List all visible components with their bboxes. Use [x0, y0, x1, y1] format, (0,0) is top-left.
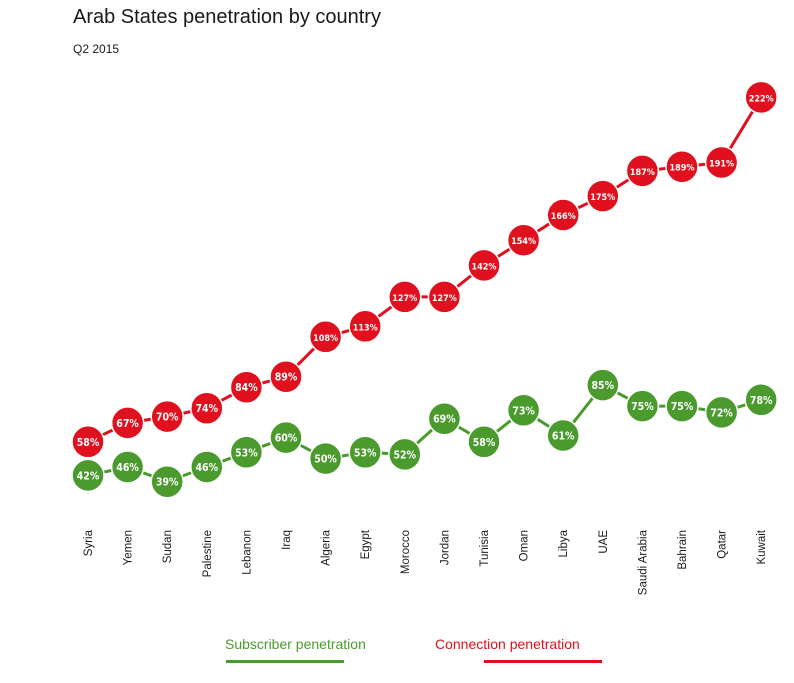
connection-point	[744, 80, 778, 115]
connection-data-label: 222%	[749, 94, 774, 104]
subscriber-data-label: 50%	[314, 454, 337, 466]
subscriber-data-label: 72%	[710, 407, 733, 419]
x-tick-label: Qatar	[717, 530, 729, 559]
subscriber-data-label: 60%	[275, 433, 298, 445]
subscriber-point	[110, 450, 145, 484]
connection-point	[704, 145, 739, 180]
subscriber-data-label: 39%	[156, 477, 179, 489]
subscriber-data-label: 46%	[195, 462, 218, 474]
connection-point	[348, 309, 382, 344]
subscriber-point	[744, 383, 778, 417]
subscriber-point	[546, 418, 580, 453]
subscriber-series-line	[87, 383, 762, 484]
subscriber-data-label: 52%	[393, 449, 416, 461]
x-tick-label: Jordan	[439, 530, 451, 565]
connection-point	[625, 154, 660, 188]
x-tick-label: Saudi Arabia	[637, 529, 649, 595]
subscriber-data-label: 46%	[116, 462, 139, 474]
connection-data-label: 113%	[353, 323, 378, 333]
legend-connection: Connection penetration	[435, 636, 580, 652]
x-tick-label: Tunisia	[479, 529, 491, 566]
connection-point	[388, 280, 422, 314]
connection-point	[229, 370, 264, 404]
connection-data-label: 67%	[116, 418, 139, 430]
connection-point	[71, 425, 105, 459]
x-tick-label: Egypt	[360, 529, 372, 559]
subscriber-point	[190, 450, 224, 484]
subscriber-data-label: 58%	[473, 437, 496, 449]
connection-data-label: 127%	[392, 294, 417, 304]
connection-data-label: 187%	[630, 168, 655, 178]
x-tick-label: Morocco	[400, 530, 412, 574]
connection-data-label: 142%	[471, 262, 496, 272]
x-tick-label: Kuwait	[756, 529, 768, 564]
connection-point	[665, 149, 699, 184]
x-tick-label: Algeria	[321, 529, 333, 565]
x-tick-label: UAE	[598, 530, 610, 554]
chart-title: Arab States penetration by country	[73, 6, 381, 28]
subscriber-point	[427, 401, 462, 436]
subscriber-point	[704, 395, 739, 430]
subscriber-point	[665, 389, 699, 423]
connection-data-label: 154%	[511, 237, 536, 247]
connection-data-label: 191%	[709, 160, 734, 170]
subscriber-point	[150, 464, 184, 499]
x-tick-label: Lebanon	[241, 530, 253, 575]
subscriber-point	[229, 435, 264, 470]
connection-point	[467, 248, 501, 283]
connection-point	[190, 391, 224, 425]
connection-point	[506, 223, 541, 257]
connection-data-label: 58%	[77, 437, 100, 449]
connection-data-label: 108%	[313, 334, 338, 344]
connection-data-label: 189%	[669, 164, 694, 174]
connection-point	[150, 399, 184, 434]
legend-subscriber: Subscriber penetration	[225, 636, 366, 652]
connection-data-label: 70%	[156, 412, 179, 424]
connection-data-label: 84%	[235, 382, 258, 394]
subscriber-data-label: 61%	[552, 431, 575, 443]
subscriber-point	[467, 425, 501, 459]
subscriber-data-label: 53%	[235, 447, 258, 459]
subscriber-point	[269, 420, 303, 455]
subscriber-point	[71, 458, 105, 493]
connection-point	[427, 280, 462, 314]
x-tick-label: Syria	[83, 529, 95, 556]
x-tick-label: Bahrain	[677, 530, 689, 570]
subscriber-data-label: 73%	[512, 405, 535, 417]
x-tick-label: Libya	[558, 529, 570, 557]
subscriber-point	[388, 437, 422, 472]
x-tick-label: Sudan	[162, 530, 174, 563]
connection-data-label: 74%	[195, 403, 218, 415]
subscriber-data-label: 75%	[631, 401, 654, 413]
subscriber-data-label: 69%	[433, 414, 456, 426]
chart-subtitle: Q2 2015	[73, 42, 120, 56]
subscriber-point	[308, 441, 343, 476]
connection-point	[308, 320, 343, 354]
connection-data-label: 175%	[590, 193, 615, 203]
legend-connection-line	[484, 660, 602, 663]
subscriber-point	[625, 389, 660, 423]
x-tick-label: Palestine	[202, 530, 214, 577]
subscriber-point	[506, 393, 541, 428]
x-tick-label: Yemen	[123, 530, 135, 565]
connection-series-line	[87, 96, 763, 444]
legend-subscriber-line	[226, 660, 344, 663]
subscriber-data-label: 75%	[671, 401, 694, 413]
subscriber-data-label: 78%	[750, 395, 773, 407]
connection-data-label: 166%	[551, 212, 576, 222]
connection-point	[269, 359, 303, 394]
connection-point	[546, 198, 580, 232]
subscriber-point	[586, 368, 620, 402]
connection-point	[110, 406, 145, 440]
subscriber-data-label: 42%	[77, 470, 100, 482]
x-tick-label: Oman	[519, 530, 531, 561]
subscriber-data-label: 85%	[591, 380, 614, 392]
x-tick-label: Iraq	[281, 530, 293, 550]
connection-data-label: 127%	[432, 294, 457, 304]
connection-point	[586, 179, 620, 213]
subscriber-data-label: 53%	[354, 447, 377, 459]
subscriber-point	[348, 435, 382, 470]
connection-data-label: 89%	[275, 372, 298, 384]
